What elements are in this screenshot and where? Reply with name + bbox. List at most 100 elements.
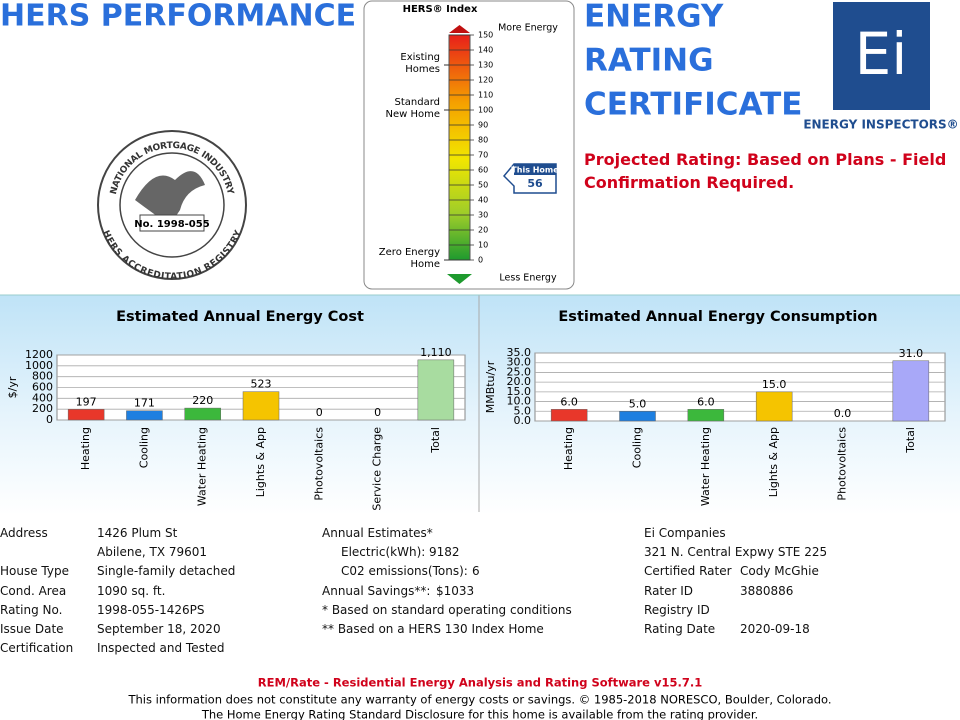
detail-value: Abilene, TX 79601 xyxy=(97,545,208,560)
chart-title: Estimated Annual Energy Consumption xyxy=(558,309,877,325)
x-tick-label: Heating xyxy=(79,427,92,470)
scale-tick-label: 130 xyxy=(478,61,493,70)
y-tick-label: 0 xyxy=(46,413,53,426)
detail-value: September 18, 2020 xyxy=(97,622,221,636)
value-label: 6.0 xyxy=(697,395,715,408)
y-tick-label: 20.0 xyxy=(507,375,532,388)
seal xyxy=(97,130,247,280)
scale-tick-label: 50 xyxy=(478,181,488,190)
detail-label: House Type xyxy=(0,564,69,579)
logo-caption: ENERGY INSPECTORS® xyxy=(803,118,958,132)
rater-value: 3880886 xyxy=(740,583,794,598)
scale-tick-label: 150 xyxy=(478,31,493,40)
rater-company: Ei Companies xyxy=(644,526,726,540)
scale-title: HERS® Index xyxy=(403,4,478,15)
scale-tick-label: 100 xyxy=(478,106,493,115)
y-tick-label: 10.0 xyxy=(507,395,532,408)
y-axis-label: MMBtu/yr xyxy=(484,360,497,413)
detail-value: Single-family detached xyxy=(97,564,236,579)
rater-value: 2020-09-18 xyxy=(740,622,810,636)
y-tick-label: 400 xyxy=(32,391,53,404)
bar xyxy=(619,411,656,422)
bar xyxy=(126,410,163,421)
scale-arrow xyxy=(447,274,472,284)
y-tick-label: 800 xyxy=(32,370,53,383)
value-label: 1,110 xyxy=(420,346,452,359)
y-tick-label: 600 xyxy=(32,381,53,394)
estimate-value: 6 xyxy=(472,564,480,579)
estimate-label: Electric(kWh): xyxy=(341,545,426,560)
scale-arrow xyxy=(449,25,470,33)
savings-label: Annual Savings**: xyxy=(322,583,431,598)
detail-label: Cond. Area xyxy=(0,583,67,598)
y-tick-label: 15.0 xyxy=(507,385,532,398)
bar xyxy=(417,359,455,421)
value-label: 0 xyxy=(374,406,381,419)
detail-value: 1426 Plum St xyxy=(97,526,178,540)
x-tick-label: Lights & App xyxy=(767,427,780,497)
note: * Based on standard operating conditions xyxy=(322,602,572,617)
x-tick-label: Water Heating xyxy=(699,427,712,506)
y-tick-label: 5.0 xyxy=(514,404,532,417)
logo: Ei xyxy=(855,20,908,88)
value-label: 15.0 xyxy=(762,378,787,391)
x-tick-label: Total xyxy=(429,427,442,454)
detail-value: Inspected and Tested xyxy=(97,641,225,656)
x-tick-label: Heating xyxy=(562,427,575,470)
x-tick-label: Lights & App xyxy=(254,427,267,497)
detail-value: 1998-055-1426PS xyxy=(97,602,205,617)
footer-disclosure: The Home Energy Rating Standard Disclosu… xyxy=(201,708,758,720)
seal-number: No. 1998-055 xyxy=(134,219,209,230)
scale-tick-label: 90 xyxy=(478,121,488,130)
scale-tick-label: 10 xyxy=(478,241,488,250)
this-home-label: This Home xyxy=(511,166,559,175)
page-title: HERS PERFORMANCE xyxy=(0,0,356,34)
rater-value: Cody McGhie xyxy=(740,564,819,579)
rater-label: Registry ID xyxy=(644,602,710,617)
y-tick-label: 25.0 xyxy=(507,365,532,378)
x-tick-label: Water Heating xyxy=(196,427,209,506)
reference-label: Zero Energy Home xyxy=(378,247,440,270)
scale-tick-label: 110 xyxy=(478,91,493,100)
value-label: 5.0 xyxy=(629,397,647,410)
detail-label: Rating No. xyxy=(0,602,63,617)
rater-label: Rater ID xyxy=(644,583,694,598)
y-tick-label: 1200 xyxy=(25,348,53,361)
footer-disclaimer: This information does not constitute any… xyxy=(127,693,831,707)
rater-label: Rating Date xyxy=(644,622,716,636)
scale-tick-label: 80 xyxy=(478,136,488,145)
bar xyxy=(67,409,105,421)
y-tick-label: 1000 xyxy=(25,359,53,372)
scale-tick-label: 140 xyxy=(478,46,493,55)
detail-label: Address xyxy=(0,526,48,540)
y-tick-label: 35.0 xyxy=(507,346,532,359)
x-tick-label: Photovoltaics xyxy=(312,427,325,501)
projected-rating: Projected Rating: Based on Plans - Field… xyxy=(584,150,947,192)
detail-value: 1090 sq. ft. xyxy=(97,583,166,598)
estimate-label: C02 emissions(Tons): xyxy=(341,564,468,579)
rater-address: 321 N. Central Expwy STE 225 xyxy=(644,545,828,560)
scale-bar xyxy=(448,34,471,261)
certificate-title: CERTIFICATE xyxy=(584,87,802,123)
scale-tick-label: 40 xyxy=(478,196,488,205)
certificate-title: RATING xyxy=(584,43,714,79)
estimates-title: Annual Estimates* xyxy=(322,526,433,540)
reference-label: Existing Homes xyxy=(400,52,440,75)
value-label: 523 xyxy=(251,378,272,391)
x-tick-label: Total xyxy=(904,427,917,454)
x-tick-label: Cooling xyxy=(631,427,644,468)
scale-tick-label: 0 xyxy=(478,256,483,265)
scale-tick-label: 30 xyxy=(478,211,488,220)
bar xyxy=(184,407,221,421)
value-label: 0.0 xyxy=(834,407,852,420)
footer-software: REM/Rate - Residential Energy Analysis a… xyxy=(258,676,702,690)
scale-tick-label: 20 xyxy=(478,226,488,235)
this-home-head xyxy=(514,164,556,175)
certificate-title: ENERGY xyxy=(584,0,724,35)
chart-title: Estimated Annual Energy Cost xyxy=(116,309,364,325)
scale-tick-label: 120 xyxy=(478,76,493,85)
rater-label: Certified Rater xyxy=(644,564,732,579)
scale-tick-label: 60 xyxy=(478,166,488,175)
